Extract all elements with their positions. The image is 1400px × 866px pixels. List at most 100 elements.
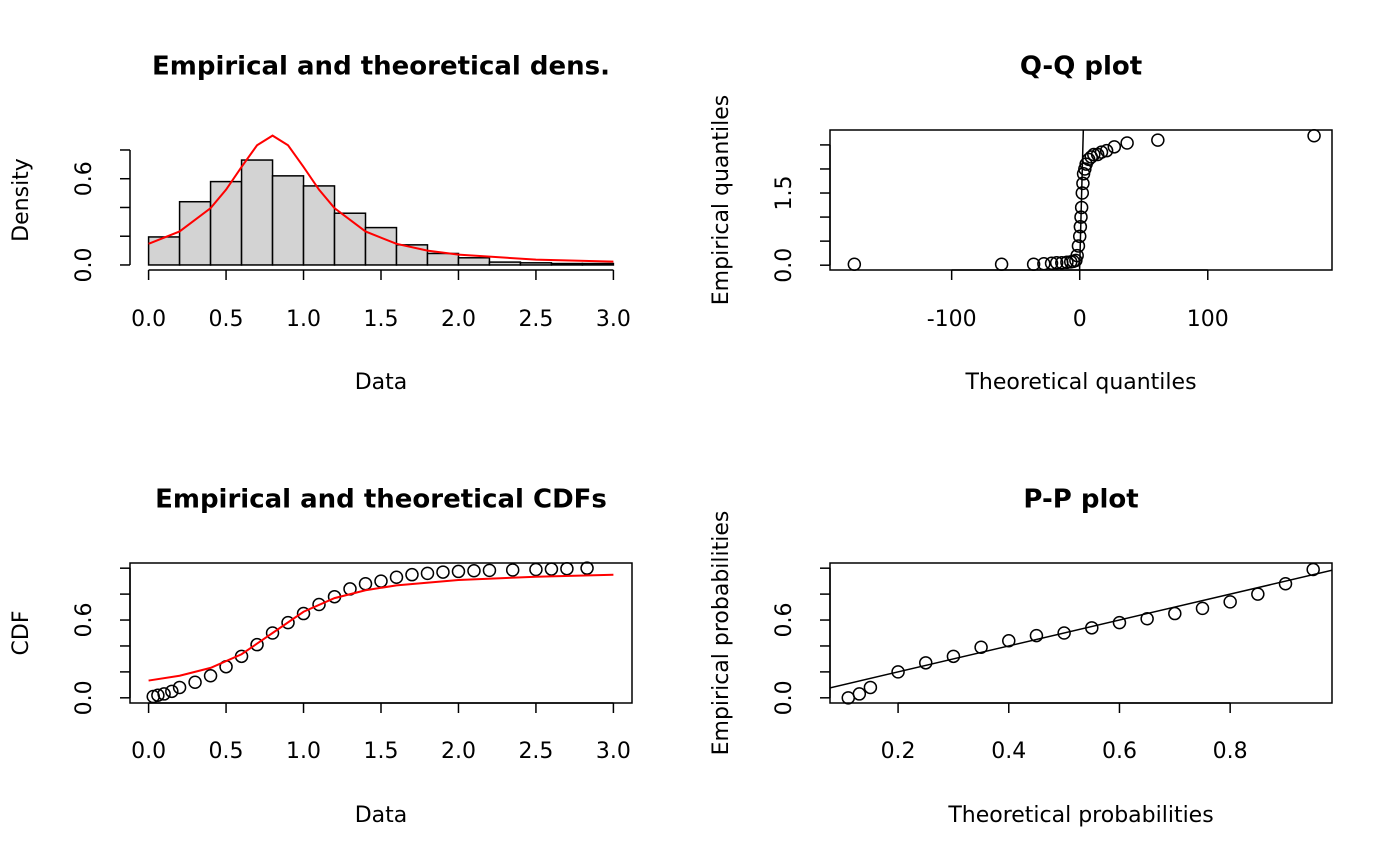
histogram-bar — [240, 159, 274, 266]
data-point — [1085, 621, 1099, 635]
data-point — [919, 656, 933, 670]
data-point — [1112, 615, 1127, 630]
y-tick-label: 1.5 — [772, 176, 797, 211]
y-axis-label: Empirical probabilities — [709, 511, 734, 756]
y-axis-label: CDF — [9, 611, 34, 656]
plot-box — [829, 562, 1333, 704]
data-point — [1168, 606, 1182, 621]
data-point — [1099, 143, 1114, 158]
reference-line — [1078, 130, 1085, 270]
data-point — [1073, 219, 1088, 234]
x-axis-label: Theoretical probabilities — [947, 803, 1213, 828]
data-point — [1072, 229, 1087, 244]
panel: Empirical and theoretical CDFs Data CDF 0.0… — [9, 485, 633, 828]
data-point — [1306, 562, 1320, 577]
histogram-bar — [581, 262, 615, 266]
data-point — [1195, 601, 1210, 616]
data-point — [1094, 145, 1109, 159]
density-curve — [148, 134, 614, 263]
data-point — [863, 680, 878, 695]
data-point — [946, 649, 961, 664]
x-axis-label: Theoretical quantiles — [964, 370, 1196, 395]
x-axis-label: Data — [355, 370, 408, 395]
panel-title: Empirical and theoretical CDFs — [155, 485, 607, 515]
data-point — [505, 563, 520, 577]
data-point — [1037, 256, 1051, 271]
x-tick-label: 2.5 — [518, 307, 553, 332]
histogram-bar — [426, 252, 460, 266]
data-point — [281, 615, 295, 630]
histogram-bar — [550, 262, 584, 266]
x-tick-label: 0.6 — [1102, 739, 1137, 764]
data-point — [157, 687, 171, 701]
data-point — [312, 597, 326, 612]
data-point — [1049, 256, 1064, 270]
x-tick-label: 2.0 — [441, 739, 476, 764]
data-point — [265, 626, 280, 640]
data-point — [467, 564, 481, 578]
data-point — [1087, 147, 1101, 162]
x-tick-label: 0.8 — [1213, 739, 1248, 764]
histogram-bar — [519, 262, 553, 266]
data-point — [529, 562, 543, 577]
data-point — [891, 665, 905, 679]
x-tick-label: 0.4 — [991, 739, 1026, 764]
data-point — [841, 691, 856, 705]
panel-title: Q-Q plot — [1020, 52, 1142, 82]
data-point — [420, 566, 435, 581]
x-tick-label: 1.5 — [364, 307, 399, 332]
x-tick-label: 0 — [1073, 307, 1087, 332]
data-point — [1026, 257, 1041, 271]
data-point — [1151, 133, 1165, 147]
data-point — [1075, 186, 1090, 200]
y-tick-label: 0.6 — [772, 603, 797, 638]
data-point — [374, 574, 388, 588]
x-tick-label: 0.0 — [131, 307, 166, 332]
x-tick-label: 0.5 — [209, 307, 244, 332]
x-tick-label: 100 — [1187, 307, 1229, 332]
x-axis-label: Data — [355, 803, 408, 828]
y-tick-label: 0.0 — [772, 248, 797, 283]
data-point — [1071, 239, 1086, 253]
panel: Empirical and theoretical dens. Data Densi… — [9, 52, 631, 396]
x-tick-label: 1.5 — [364, 739, 399, 764]
data-point — [151, 688, 165, 702]
y-tick-label: 0.0 — [772, 680, 797, 715]
y-axis-label: Empirical quantiles — [709, 95, 734, 305]
data-point — [580, 561, 594, 575]
reference-line — [830, 569, 1332, 689]
y-tick-label: 0.6 — [72, 603, 97, 638]
data-point — [1307, 129, 1321, 143]
data-point — [389, 570, 404, 585]
histogram-bar — [209, 180, 243, 266]
data-point — [1044, 256, 1059, 271]
data-point — [994, 257, 1009, 271]
data-point — [1278, 576, 1293, 591]
data-point — [1002, 634, 1016, 648]
data-point — [544, 562, 559, 576]
data-point — [1057, 626, 1071, 640]
data-point — [203, 669, 218, 683]
data-point — [560, 561, 574, 576]
x-tick-label: 0.5 — [209, 739, 244, 764]
data-point — [482, 563, 497, 578]
data-point — [405, 567, 419, 582]
y-tick-label: 0.0 — [72, 680, 97, 715]
data-point — [188, 675, 202, 690]
data-point — [358, 576, 373, 591]
density-curve — [148, 573, 614, 682]
data-point — [250, 637, 264, 652]
data-point — [1251, 587, 1265, 601]
data-point — [296, 606, 311, 621]
x-tick-label: 1.0 — [286, 307, 321, 332]
data-point — [974, 640, 988, 655]
data-point — [1120, 136, 1134, 150]
data-point — [1076, 176, 1090, 191]
plot-box — [129, 562, 633, 704]
histogram-bar — [271, 175, 305, 266]
x-tick-label: 3.0 — [596, 307, 631, 332]
data-point — [165, 684, 179, 699]
data-point — [1070, 248, 1084, 263]
